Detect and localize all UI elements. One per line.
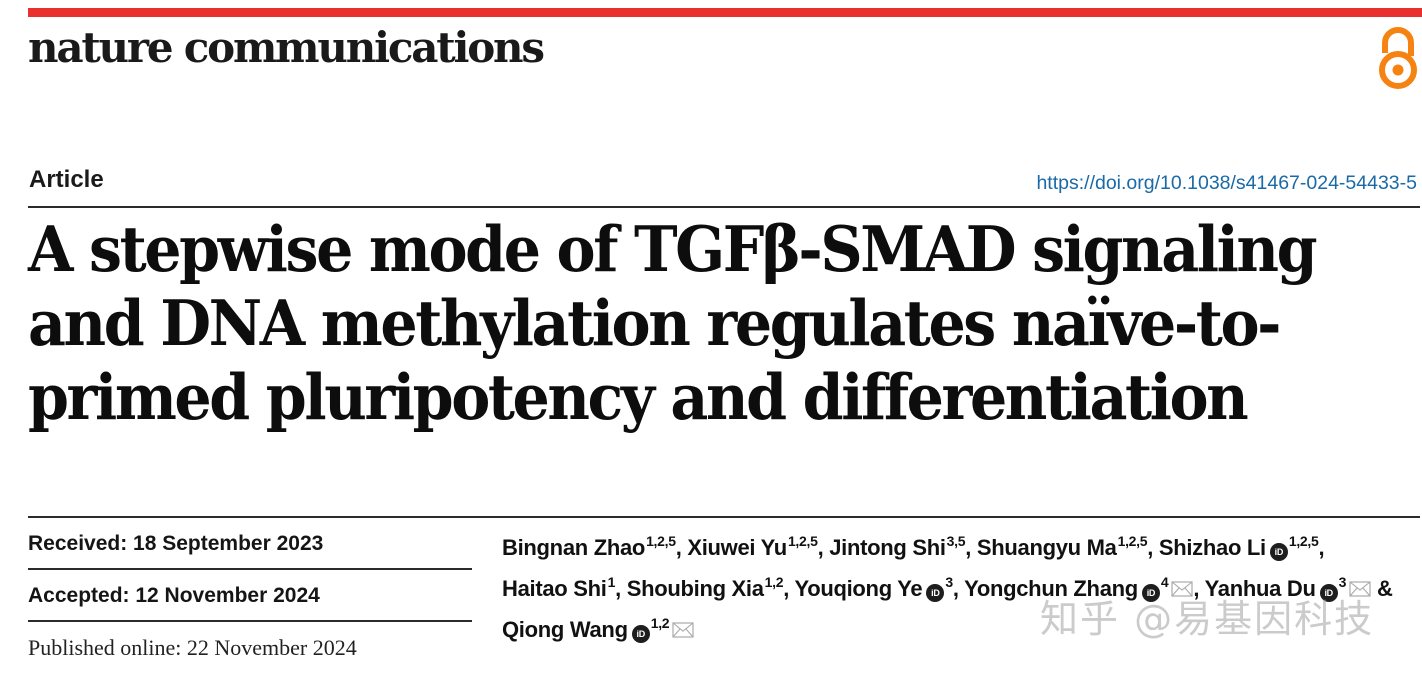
watermark: 知乎 @易基因科技 [1040,597,1375,641]
email-envelope-icon[interactable] [672,614,694,638]
orcid-icon[interactable]: iD [1269,543,1288,561]
article-dates: Received: 18 September 2023 Accepted: 12… [28,518,472,674]
accepted-date: Accepted: 12 November 2024 [28,570,472,622]
orcid-icon[interactable]: iD [1141,584,1160,602]
affiliation-superscript[interactable]: 1,2 [764,574,784,590]
journal-logo[interactable]: nature communications [28,23,545,72]
author-name[interactable]: Bingnan Zhao1,2,5 [502,533,676,560]
received-date: Received: 18 September 2023 [28,518,472,570]
published-date: Published online: 22 November 2024 [28,635,357,660]
orcid-icon[interactable]: iD [1319,584,1338,602]
author-name[interactable]: Shuangyu Ma1,2,5 [976,533,1148,560]
orcid-icon[interactable]: iD [926,584,945,602]
doi-link[interactable]: https://doi.org/10.1038/s41467-024-54433… [1036,172,1417,194]
affiliation-superscript[interactable]: 1,2,5 [1288,533,1319,549]
affiliation-superscript[interactable]: 1,2 [650,615,670,631]
affiliation-superscript[interactable]: 1,2,5 [1117,533,1148,549]
open-access-lock-icon [1379,27,1417,89]
affiliation-superscript[interactable]: 3 [945,574,953,590]
divider [28,206,1420,208]
author-name[interactable]: Yanhua Du iD3 [1205,573,1372,602]
title-line: and DNA methylation regulates naïve-to- [28,286,1281,360]
affiliation-superscript[interactable]: 4 [1160,574,1169,590]
email-envelope-icon[interactable] [1171,573,1194,597]
author-name[interactable]: Haitao Shi1 [502,574,616,601]
author-list: Bingnan Zhao1,2,5, Xiuwei Yu1,2,5, Jinto… [502,533,1393,643]
email-envelope-icon[interactable] [1349,573,1371,597]
author-name[interactable]: Shoubing Xia1,2 [626,574,784,601]
affiliation-superscript[interactable]: 3,5 [946,533,966,549]
affiliation-superscript[interactable]: 3 [1338,574,1347,590]
affiliation-superscript[interactable]: 1,2,5 [787,533,818,549]
author-name[interactable]: Qiong Wang iD1,2 [502,614,694,643]
article-type-label: Article [29,166,104,193]
author-name[interactable]: Youqiong Ye iD3 [794,574,953,602]
orcid-icon[interactable]: iD [631,625,650,643]
author-name[interactable]: Jintong Shi3,5 [829,533,966,560]
affiliation-superscript[interactable]: 1,2,5 [646,533,676,549]
author-name[interactable]: Shizhao Li iD1,2,5 [1158,533,1319,561]
divider [28,516,1420,518]
author-name[interactable]: Xiuwei Yu1,2,5 [687,533,818,560]
journal-accent-bar [28,8,1422,17]
author-name[interactable]: Yongchun Zhang iD4 [964,573,1194,602]
title-line: A stepwise mode of TGFβ-SMAD signaling [28,212,1318,286]
article-title: A stepwise mode of TGFβ-SMAD signaling a… [28,212,1321,434]
affiliation-superscript[interactable]: 1 [607,574,616,590]
title-line: primed pluripotency and differentiation [28,360,1249,434]
